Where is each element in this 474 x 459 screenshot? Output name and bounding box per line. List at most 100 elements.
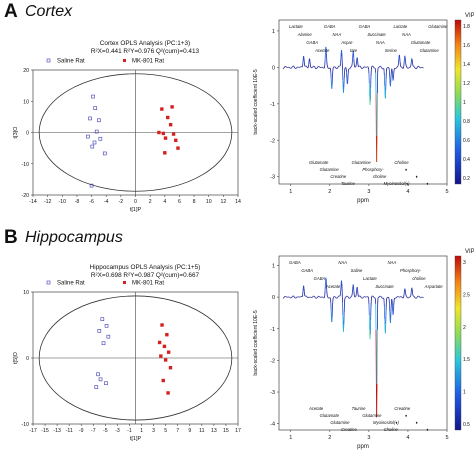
- metabolite-label: Saline: [351, 268, 363, 273]
- mk801-point: [168, 366, 173, 370]
- loadings-y-label: back-scaled coefficient 10E-5: [253, 310, 259, 375]
- cortex-score-title: Cortex OPLS Analysis (PC:1+3) R²X=0.441 …: [50, 40, 240, 56]
- x-tick-label: 12: [220, 199, 226, 205]
- x-tick-label: -6: [89, 199, 94, 205]
- y-tick-label: -1: [270, 102, 275, 108]
- saline-point: [106, 334, 111, 339]
- cortex-score-title-line1: Cortex OPLS Analysis (PC:1+3): [99, 40, 191, 47]
- mk801-point: [174, 138, 178, 143]
- metabolite-label: Serine: [385, 48, 398, 53]
- hotelling-ellipse: [38, 295, 233, 421]
- x-tick-label: 0: [134, 199, 137, 205]
- y-tick-label: 0: [272, 65, 275, 71]
- mk801-point: [162, 344, 167, 349]
- saline-point: [94, 129, 99, 134]
- metabolite-label: GABA: [306, 40, 318, 45]
- saline-point: [86, 134, 90, 139]
- x-tick-label: -13: [53, 428, 61, 434]
- x-tick-label: 15: [223, 428, 229, 434]
- colorbar-tick-label: 1.5: [463, 357, 470, 363]
- metabolite-label: Glutamine: [428, 24, 448, 29]
- vip-colorbar: [454, 19, 462, 185]
- y-tick-label: 10: [23, 290, 29, 296]
- x-tick-label: 3: [367, 189, 370, 195]
- loadings-y-label: back-scaled coefficient 10E-5: [253, 69, 259, 134]
- panel-b-letter: B: [4, 227, 18, 248]
- colorbar-title: VIP: [465, 13, 474, 19]
- metabolite-label: Creatine: [330, 174, 346, 179]
- vip-colorbar: [454, 255, 462, 431]
- x-tick-label: 4: [406, 189, 409, 195]
- mk801-point: [159, 354, 163, 358]
- mk801-point: [163, 136, 168, 140]
- x-tick-label: 6: [178, 199, 181, 205]
- saline-point: [91, 94, 95, 99]
- saline-point: [97, 329, 102, 333]
- metabolite-label: Acetate: [325, 284, 341, 289]
- mk801-point: [157, 130, 161, 135]
- score-y-label: t[5]O: [13, 351, 19, 364]
- saline-point: [102, 151, 107, 156]
- score-x-label: t[1]P: [130, 436, 142, 442]
- colorbar-tick-label: 3: [463, 260, 466, 266]
- y-tick-label: -2: [270, 358, 275, 364]
- saline-point: [104, 323, 109, 328]
- x-tick-label: 2: [328, 189, 331, 195]
- colorbar-tick-label: 1: [463, 390, 466, 396]
- colorbar-tick-label: 0.8: [463, 119, 470, 125]
- x-tick-label: -15: [41, 428, 49, 434]
- mk801-point: [160, 323, 164, 327]
- metabolite-label: Acetate: [314, 48, 330, 53]
- y-tick-label: 1: [272, 29, 275, 35]
- y-tick-label: -10: [22, 422, 30, 428]
- metabolite-label: Taurine: [341, 181, 355, 186]
- metabolite-label: Phosphory-: [362, 167, 384, 172]
- saline-point: [96, 372, 100, 377]
- hippocampus-score-title-line1: Hippocampus OPLS Analysis (PC:1+5): [89, 264, 201, 271]
- mk801-point: [163, 358, 168, 362]
- loadings-x-label: ppm: [357, 444, 369, 450]
- metabolite-label: GABA: [289, 260, 301, 265]
- metabolite-label: NAA: [402, 32, 411, 37]
- x-tick-label: 9: [188, 428, 191, 434]
- panel-a-letter: A: [4, 1, 18, 22]
- x-tick-label: 2: [149, 199, 152, 205]
- metabolite-label: Creatine: [394, 406, 410, 411]
- metabolite-label: Glutamate: [309, 160, 329, 165]
- colorbar-tick-label: 0.5: [463, 422, 470, 428]
- x-tick-label: -9: [79, 428, 84, 434]
- mk801-point: [166, 350, 171, 354]
- x-tick-label: 8: [193, 199, 196, 205]
- y-tick-label: -2: [270, 138, 275, 144]
- saline-point: [100, 317, 105, 321]
- metabolite-label: choline: [412, 276, 426, 281]
- x-tick-label: -17: [29, 428, 37, 434]
- hotelling-ellipse: [38, 73, 233, 192]
- metabolite-label: Glutamine: [330, 420, 350, 425]
- metabolite-label: tate: [350, 48, 358, 53]
- metabolite-label: Lactate: [393, 24, 407, 29]
- metabolite-label: choline: [373, 174, 387, 179]
- mk801-point: [163, 151, 167, 155]
- x-tick-label: -2: [119, 199, 124, 205]
- loadings-frame: [278, 255, 448, 431]
- saline-point: [104, 381, 108, 386]
- metabolite-label: ♦: [426, 427, 428, 432]
- saline-point: [89, 183, 94, 188]
- metabolite-label: ♦: [416, 174, 418, 179]
- metabolite-label: Glutamine: [362, 413, 382, 418]
- x-tick-label: 1: [289, 435, 292, 441]
- x-tick-label: 3: [367, 435, 370, 441]
- x-tick-label: 5: [445, 435, 448, 441]
- metabolite-label: Aspartate: [424, 284, 444, 289]
- x-tick-label: -3: [115, 428, 120, 434]
- colorbar-tick-label: 1.4: [463, 62, 470, 68]
- legend-saline-label: Saline Rat: [57, 281, 85, 287]
- mk801-point: [161, 378, 165, 383]
- y-tick-label: 0: [272, 295, 275, 301]
- y-tick-label: 20: [23, 68, 29, 74]
- score-plot-frame: [32, 69, 239, 196]
- x-tick-label: 5: [445, 189, 448, 195]
- colorbar-tick-label: 0.4: [463, 157, 470, 163]
- metabolite-label: GABA: [314, 276, 326, 281]
